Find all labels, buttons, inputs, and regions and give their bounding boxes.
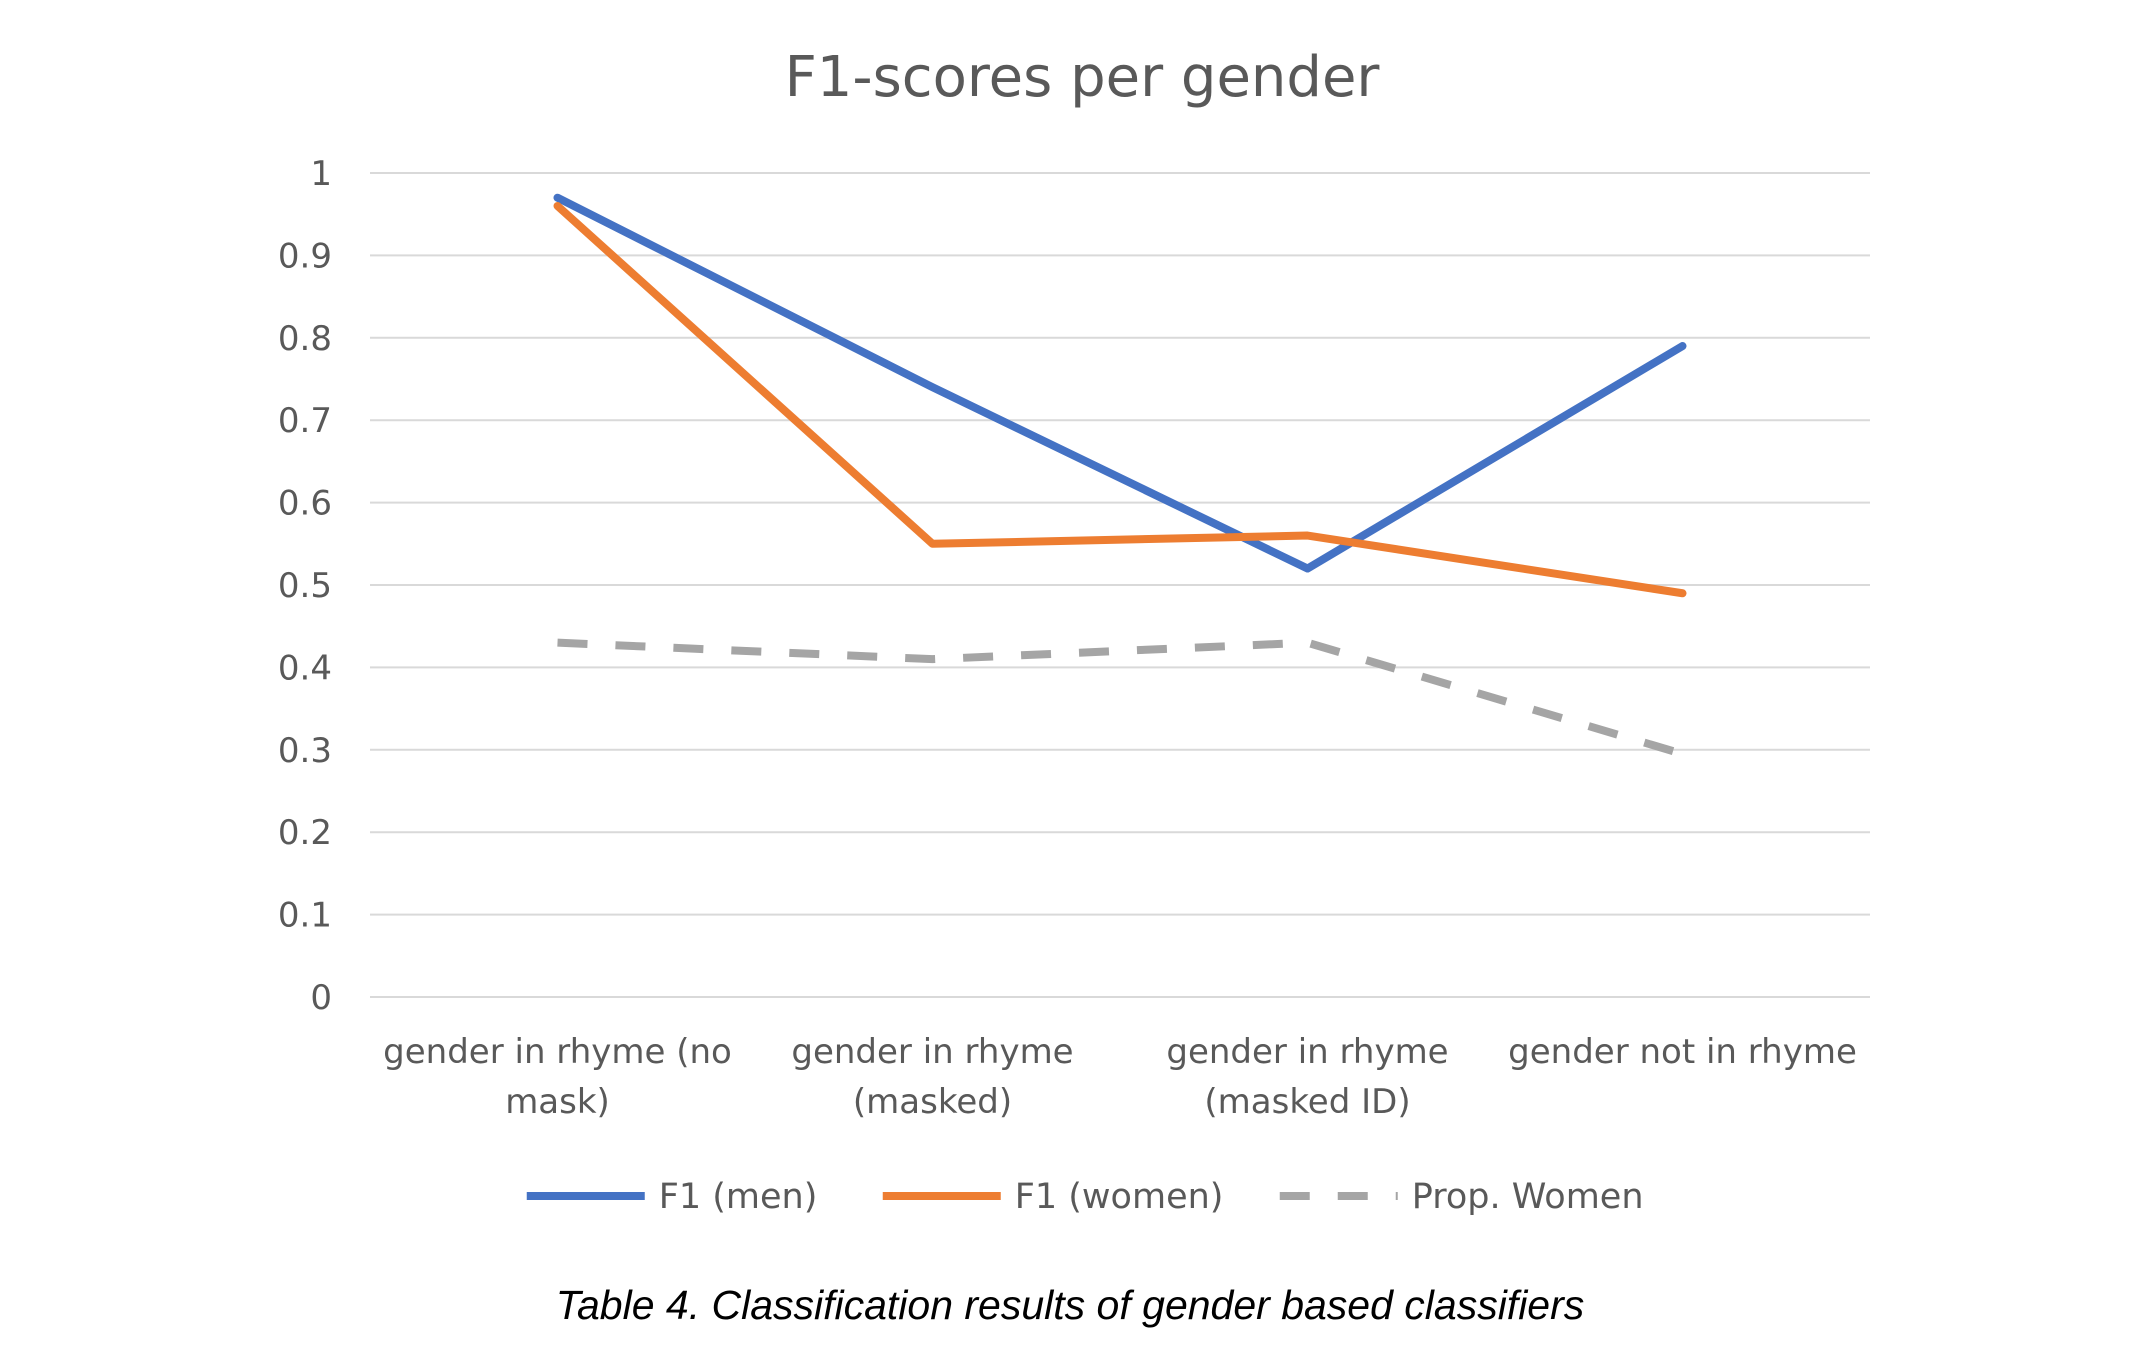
y-tick-label: 0.3: [278, 731, 332, 771]
legend-item-f1-women: F1 (women): [882, 1177, 1224, 1217]
x-tick-label: gender in rhyme (no mask): [383, 1032, 732, 1122]
legend-label: F1 (men): [659, 1177, 818, 1217]
legend-item-prop-women: Prop. Women: [1279, 1177, 1644, 1217]
y-tick-label: 0.8: [278, 319, 332, 359]
chart-title: F1-scores per gender: [785, 45, 1381, 110]
legend: F1 (men) F1 (women) Prop. Women: [526, 1177, 1644, 1217]
y-tick-label: 0.9: [278, 236, 332, 276]
figure-caption: Table 4. Classification results of gende…: [555, 1282, 1585, 1328]
gridlines: [370, 172, 1870, 998]
y-axis-tick-labels: 0 0.1 0.2 0.3 0.4 0.5 0.6 0.7 0.8 0.9 1: [278, 154, 332, 1018]
y-tick-label: 0.1: [278, 896, 332, 936]
x-tick-label: gender in rhyme (masked): [791, 1032, 1073, 1122]
x-axis-tick-labels: gender in rhyme (no mask) gender in rhyme(…: [383, 1032, 1857, 1122]
y-tick-label: 0.6: [278, 484, 332, 524]
y-tick-label: 0.2: [278, 813, 332, 853]
series-line-f1-women: [553, 201, 1687, 598]
legend-label: F1 (women): [1015, 1177, 1224, 1217]
y-tick-label: 0.4: [278, 648, 332, 688]
legend-label: Prop. Women: [1412, 1177, 1644, 1217]
series-line-prop-women: [557, 638, 1684, 758]
series-lines: [553, 193, 1687, 758]
legend-item-f1-men: F1 (men): [526, 1177, 818, 1217]
series-line-f1-men: [553, 193, 1687, 573]
y-tick-label: 0.5: [278, 566, 332, 606]
y-tick-label: 0: [310, 978, 332, 1018]
y-tick-label: 1: [310, 154, 332, 194]
x-tick-label: gender not in rhyme: [1508, 1032, 1857, 1072]
y-tick-label: 0.7: [278, 401, 332, 441]
x-tick-label: gender in rhyme (masked ID): [1166, 1032, 1448, 1122]
